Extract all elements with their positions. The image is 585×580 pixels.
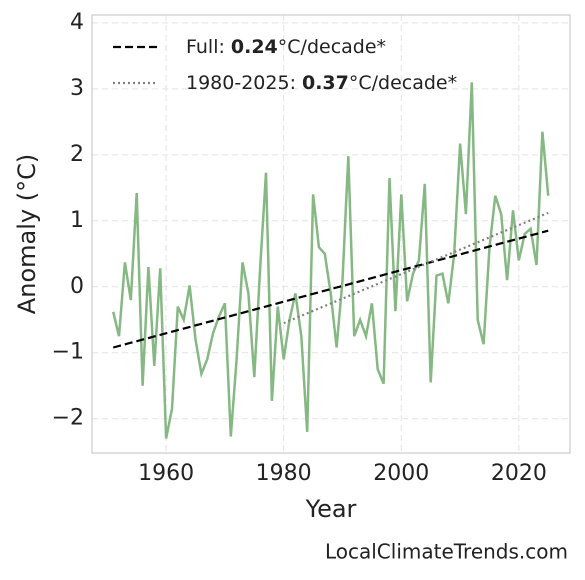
x-tick-label: 1980 (256, 461, 312, 486)
data-line (111, 82, 550, 439)
y-tick-label: −1 (52, 340, 84, 365)
x-tick-label: 1960 (138, 461, 194, 486)
legend-unit: °C/decade* (349, 72, 457, 94)
plot-frame (91, 14, 571, 454)
y-tick-label: 3 (70, 76, 84, 101)
y-axis-label: Anomaly (°C) (13, 154, 41, 314)
source: LocalClimateTrends.com (325, 540, 568, 564)
y-tick-label: −2 (52, 406, 84, 431)
legend-entry: 1980-2025: 0.37°C/decade* (186, 72, 457, 94)
trend-line (112, 229, 549, 349)
x-axis-label: Year (305, 495, 357, 523)
y-tick-label: 1 (70, 208, 84, 233)
y-tick-label: 2 (70, 142, 84, 167)
y-tick-label: 4 (70, 10, 84, 35)
y-tick-label: 0 (70, 274, 84, 299)
legend-name: 1980-2025: (186, 72, 296, 94)
x-tick-label: 2020 (491, 461, 547, 486)
legend-entry: Full: 0.24°C/decade* (186, 36, 386, 58)
legend-unit: °C/decade* (278, 36, 386, 58)
legend-rate: 0.24 (231, 36, 278, 58)
x-tick-label: 2000 (373, 461, 429, 486)
legend-rate: 0.37 (302, 72, 349, 94)
legend-name: Full: (186, 36, 225, 58)
